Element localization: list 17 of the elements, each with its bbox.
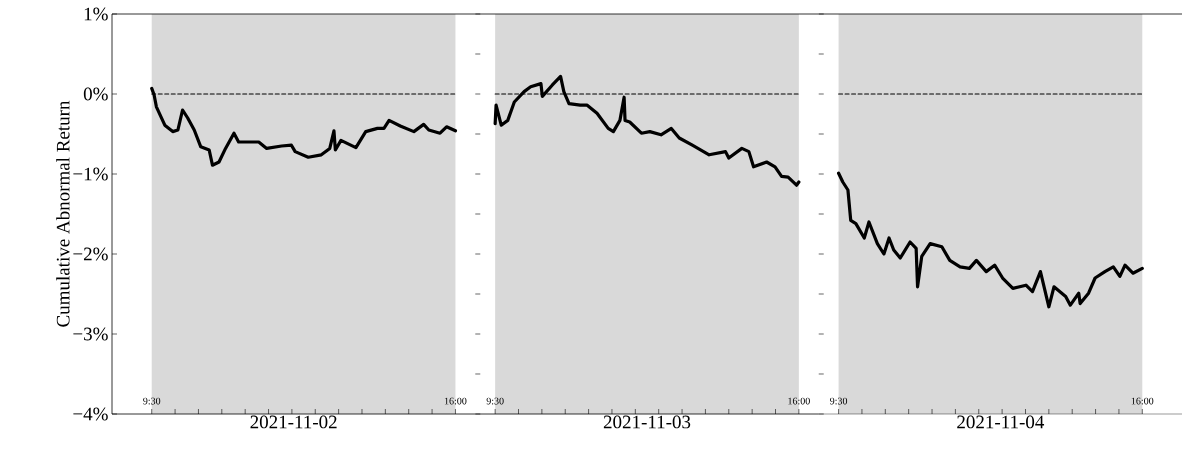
y-tick-label: −3% [73,327,108,341]
y-tick-label: −4% [73,407,108,421]
x-tick-label: 9:30 [830,397,848,405]
x-tick-label: 16:00 [1131,397,1154,405]
y-tick-label: −1% [73,167,108,181]
x-axis-title: 2021-11-04 [957,415,1045,429]
x-tick-label: 9:30 [143,397,161,405]
x-tick-label: 9:30 [486,397,504,405]
x-tick-label: 16:00 [788,397,810,405]
x-axis-title: 2021-11-02 [250,415,337,429]
y-tick-label: 1% [84,7,108,21]
y-axis-title: Cumulative Abnormal Return [56,100,70,327]
line-series [150,86,458,167]
x-axis-title: 2021-11-03 [603,415,691,429]
y-tick-label: 0% [83,87,108,101]
x-tick-label: 16:00 [444,397,467,405]
y-tick-label: −2% [73,247,108,261]
